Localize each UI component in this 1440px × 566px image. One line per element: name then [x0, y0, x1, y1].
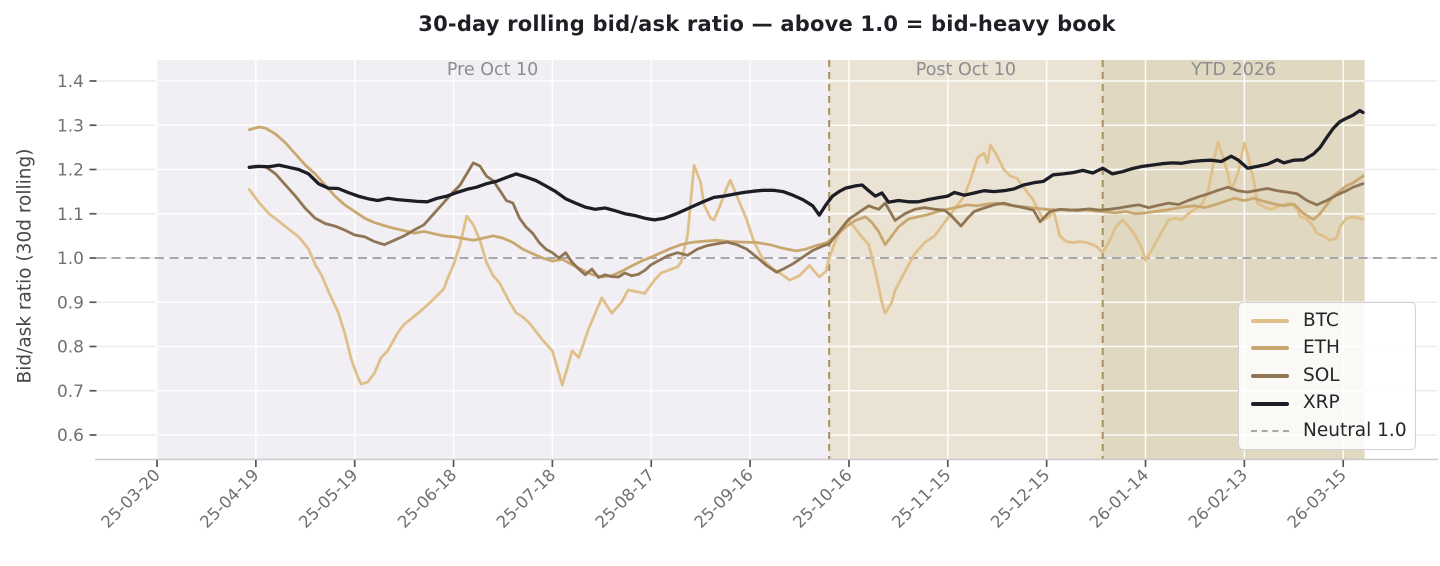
chart-title: 30-day rolling bid/ask ratio — above 1.0…	[418, 12, 1116, 36]
x-tick-label: 25-05-19	[295, 465, 361, 531]
y-tick-label: 0.7	[57, 382, 84, 402]
y-tick-label: 1.2	[57, 161, 84, 181]
y-tick-label: 0.6	[57, 426, 84, 446]
period-band-1	[829, 60, 1103, 459]
x-tick-label: 25-08-17	[592, 465, 658, 531]
legend-label-xrp: XRP	[1303, 392, 1340, 414]
x-tick-label: 25-11-15	[888, 465, 954, 531]
y-tick-label: 1.4	[57, 72, 84, 92]
x-tick-label: 25-04-19	[196, 465, 262, 531]
x-tick-label: 25-03-20	[97, 465, 163, 531]
legend: BTC ETH SOL XRP Neutral 1.0	[1238, 302, 1416, 450]
x-tick-label: 25-09-16	[691, 465, 757, 531]
region-label-1: Post Oct 10	[916, 60, 1016, 80]
neutral-line-swatch	[1251, 430, 1289, 433]
period-band-0	[156, 60, 830, 459]
legend-item-xrp: XRP	[1251, 394, 1415, 413]
y-tick-label: 0.9	[57, 293, 84, 313]
series-line-btc	[247, 140, 1365, 387]
y-tick-label: 1.0	[57, 249, 84, 269]
region-label-0: Pre Oct 10	[447, 60, 538, 80]
legend-item-neutral: Neutral 1.0	[1251, 419, 1415, 441]
y-tick-label: 0.8	[57, 338, 84, 358]
eth-line-swatch	[1251, 346, 1289, 351]
x-tick-label: 25-12-15	[987, 465, 1053, 531]
legend-item-btc: BTC	[1251, 309, 1415, 331]
xrp-line-swatch	[1251, 401, 1289, 406]
y-tick-label: 1.3	[57, 116, 84, 136]
legend-label-btc: BTC	[1303, 309, 1339, 331]
x-tick-label: 26-02-13	[1185, 465, 1251, 531]
x-tick-label: 26-01-14	[1086, 465, 1152, 531]
x-tick-label: 25-06-18	[394, 465, 460, 531]
x-tick-label: 25-10-16	[789, 465, 855, 531]
sol-line-swatch	[1251, 373, 1289, 378]
legend-item-eth: ETH	[1251, 339, 1415, 358]
x-tick-label: 26-03-15	[1284, 465, 1350, 531]
legend-item-sol: SOL	[1251, 364, 1415, 386]
series-line-xrp	[247, 108, 1365, 222]
legend-label-sol: SOL	[1303, 364, 1340, 386]
btc-line-swatch	[1251, 318, 1289, 323]
y-tick-label: 1.1	[57, 205, 84, 225]
x-tick-label: 25-07-18	[493, 465, 559, 531]
region-label-2: YTD 2026	[1190, 60, 1276, 80]
legend-label-neutral: Neutral 1.0	[1303, 419, 1407, 441]
series-line-sol	[247, 161, 1365, 279]
legend-label-eth: ETH	[1303, 337, 1340, 359]
